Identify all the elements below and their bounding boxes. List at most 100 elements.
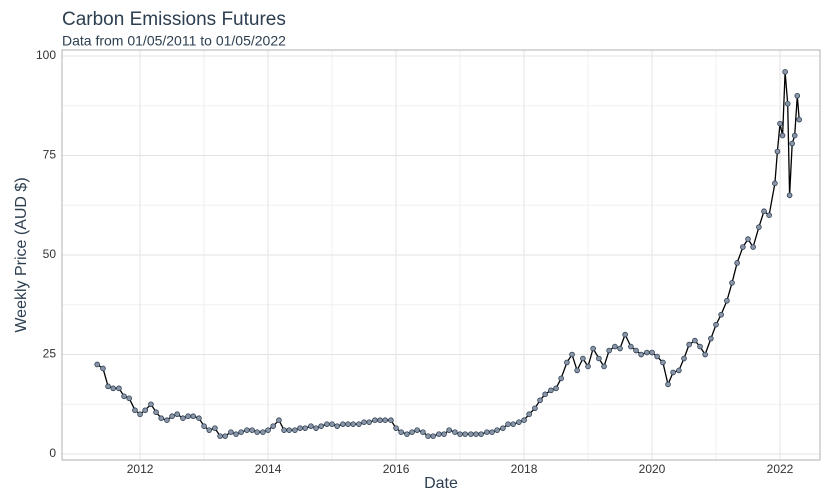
price-point bbox=[249, 427, 255, 433]
price-point bbox=[468, 431, 474, 437]
price-point bbox=[750, 244, 756, 250]
price-point bbox=[660, 359, 666, 366]
price-point bbox=[505, 421, 511, 427]
price-point bbox=[745, 236, 751, 242]
price-point bbox=[612, 343, 618, 350]
price-point bbox=[430, 433, 436, 439]
price-point bbox=[404, 431, 410, 437]
price-point bbox=[702, 351, 708, 358]
price-point bbox=[708, 335, 714, 342]
price-point bbox=[756, 224, 762, 230]
price-point bbox=[126, 395, 132, 402]
price-point bbox=[510, 421, 516, 427]
price-point bbox=[713, 321, 719, 328]
price-point bbox=[585, 363, 591, 370]
price-point bbox=[558, 375, 564, 382]
price-point bbox=[388, 417, 394, 423]
price-point bbox=[580, 355, 586, 362]
price-point bbox=[681, 355, 687, 362]
price-point bbox=[244, 427, 250, 433]
x-tick-label: 2022 bbox=[767, 462, 794, 476]
price-point bbox=[782, 69, 788, 75]
price-point bbox=[116, 385, 122, 392]
price-point bbox=[292, 427, 298, 433]
y-tick-label: 100 bbox=[36, 48, 56, 62]
price-point bbox=[516, 419, 522, 425]
price-point bbox=[766, 212, 772, 218]
price-point bbox=[308, 423, 314, 429]
price-point bbox=[350, 421, 356, 427]
y-tick-label: 0 bbox=[49, 446, 56, 460]
price-point bbox=[462, 431, 468, 437]
price-point bbox=[206, 427, 212, 433]
price-point bbox=[276, 417, 282, 423]
price-point bbox=[796, 116, 803, 123]
price-point bbox=[286, 427, 292, 433]
price-point bbox=[382, 417, 388, 423]
price-point bbox=[329, 421, 335, 427]
price-point bbox=[318, 423, 324, 429]
price-point bbox=[697, 343, 703, 350]
price-point bbox=[302, 425, 308, 431]
price-point bbox=[142, 407, 148, 414]
price-point bbox=[233, 431, 239, 437]
price-point bbox=[132, 407, 138, 414]
y-tick-label: 50 bbox=[43, 247, 57, 261]
price-point bbox=[281, 427, 287, 433]
price-point bbox=[100, 365, 106, 372]
y-tick-label: 25 bbox=[43, 347, 57, 361]
price-point bbox=[692, 337, 698, 344]
price-point bbox=[361, 419, 367, 425]
price-point bbox=[137, 411, 143, 418]
price-point bbox=[574, 367, 580, 374]
price-point bbox=[265, 427, 271, 433]
price-point bbox=[334, 423, 340, 429]
price-point bbox=[366, 419, 372, 425]
price-point bbox=[169, 413, 175, 420]
price-point bbox=[596, 355, 602, 362]
price-point bbox=[665, 381, 671, 388]
price-point bbox=[548, 387, 554, 394]
price-point bbox=[553, 385, 559, 392]
price-point bbox=[270, 423, 276, 429]
price-point bbox=[217, 433, 223, 439]
price-point bbox=[718, 311, 724, 318]
price-point bbox=[779, 132, 786, 139]
price-point bbox=[791, 132, 798, 139]
price-point bbox=[196, 415, 202, 422]
price-point bbox=[740, 244, 746, 250]
x-tick-label: 2014 bbox=[255, 462, 282, 476]
price-point bbox=[164, 417, 170, 423]
price-point bbox=[153, 409, 159, 416]
chart-subtitle: Data from 01/05/2011 to 01/05/2022 bbox=[62, 33, 286, 49]
price-point bbox=[670, 369, 676, 376]
price-point bbox=[537, 397, 543, 404]
price-point bbox=[409, 429, 415, 435]
price-point bbox=[420, 429, 426, 435]
price-point bbox=[564, 359, 570, 366]
price-point bbox=[569, 351, 575, 358]
price-point bbox=[190, 413, 196, 420]
price-point bbox=[345, 421, 351, 427]
price-point bbox=[654, 353, 660, 360]
price-point bbox=[484, 429, 490, 435]
price-point bbox=[761, 208, 767, 215]
price-point bbox=[638, 351, 644, 358]
price-point bbox=[606, 347, 612, 354]
y-axis-label: Weekly Price (AUD $) bbox=[13, 177, 30, 332]
chart-title: Carbon Emissions Futures bbox=[62, 9, 286, 30]
price-point bbox=[686, 341, 692, 348]
plot-border bbox=[61, 49, 821, 461]
price-point bbox=[532, 405, 538, 412]
price-point bbox=[436, 431, 442, 437]
price-point bbox=[786, 192, 793, 199]
price-point bbox=[393, 425, 399, 431]
price-line bbox=[96, 71, 800, 437]
price-point bbox=[622, 331, 628, 338]
price-point bbox=[789, 140, 795, 147]
price-point bbox=[542, 391, 548, 398]
price-point bbox=[148, 401, 154, 408]
price-point bbox=[478, 431, 484, 437]
price-point bbox=[794, 92, 801, 99]
